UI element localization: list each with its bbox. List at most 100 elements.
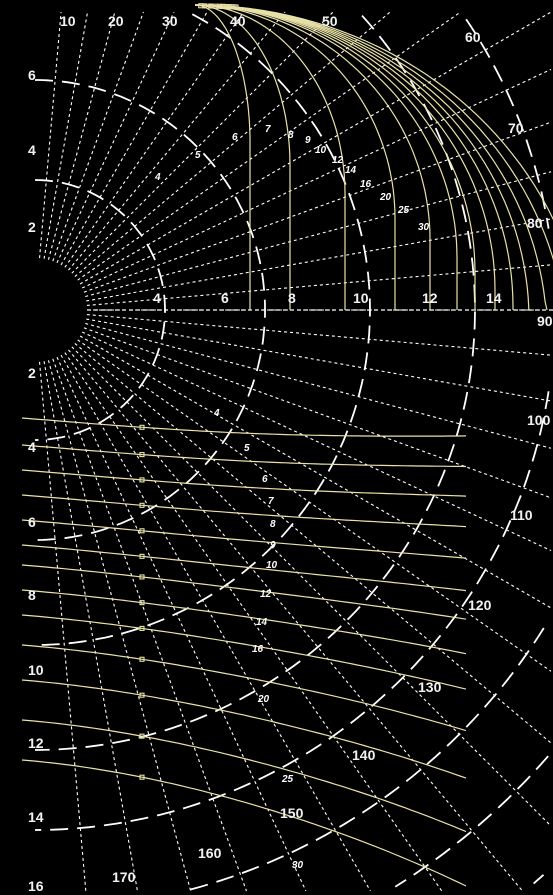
- range-ring: [465, 18, 550, 229]
- upper-curve: [194, 4, 396, 310]
- angle-spoke: [68, 349, 523, 892]
- angle-spoke: [79, 11, 552, 285]
- curve-marker: [139, 502, 145, 508]
- angle-spoke: [38, 11, 62, 259]
- radial-scale-label: 4: [153, 290, 161, 306]
- angle-spoke: [56, 356, 307, 892]
- lower-curve: [21, 519, 467, 559]
- angle-label: 90: [537, 313, 553, 329]
- lower-curve: [21, 564, 467, 620]
- lower-curve: [21, 494, 467, 528]
- angle-spoke: [56, 11, 175, 264]
- angle-spoke: [47, 11, 116, 260]
- left-axis-label: 4: [28, 439, 36, 455]
- center-hub: [0, 258, 87, 362]
- angle-label: 120: [468, 597, 492, 613]
- angle-label: 40: [230, 13, 246, 29]
- upper-curve: [194, 4, 530, 311]
- lower-curve: [21, 417, 467, 437]
- lower-curve-label: 14: [256, 617, 268, 628]
- curve-marker: [139, 574, 145, 580]
- angle-spoke: [74, 343, 552, 744]
- lower-curve-label: 25: [281, 774, 294, 785]
- angle-spoke: [79, 335, 552, 609]
- angle-label: 30: [162, 13, 178, 29]
- lower-curve: [21, 644, 467, 732]
- upper-curve-label: 12: [332, 155, 344, 166]
- lower-curve-label: 4: [213, 408, 220, 419]
- angle-spoke: [85, 171, 552, 298]
- upper-curve: [194, 4, 514, 310]
- lower-curve-label: 6: [262, 474, 268, 485]
- left-axis-label: 4: [28, 142, 36, 158]
- radial-scale-label: 6: [221, 290, 229, 306]
- lower-curve: [21, 719, 467, 833]
- radial-scale-label: 8: [288, 290, 296, 306]
- angle-label: 60: [465, 29, 481, 45]
- angle-spoke: [74, 11, 391, 277]
- range-ring: [34, 13, 371, 646]
- lower-curve-label: 7: [268, 496, 274, 507]
- upper-curve-label: 30: [418, 222, 430, 233]
- curve-family: [21, 3, 553, 887]
- left-axis-label: 6: [28, 67, 36, 83]
- upper-curve-label: 20: [379, 192, 392, 203]
- angle-label: 20: [108, 13, 124, 29]
- upper-curve-label: 4: [154, 172, 161, 183]
- upper-curve-label: 6: [232, 132, 238, 143]
- lower-curve: [21, 679, 467, 779]
- lower-curve: [21, 544, 467, 592]
- curve-marker: [139, 452, 145, 458]
- lower-curve: [21, 589, 467, 655]
- angle-spoke: [52, 11, 144, 262]
- lower-curve: [21, 759, 467, 887]
- left-axis-label: 2: [28, 219, 36, 235]
- angle-spoke: [86, 218, 552, 302]
- angle-label: 140: [352, 747, 376, 763]
- lower-curve-label: 30: [292, 860, 304, 871]
- angle-label: 130: [418, 679, 442, 695]
- lower-curve-label: 16: [252, 644, 264, 655]
- angle-spoke: [38, 361, 87, 892]
- angle-spoke: [83, 327, 552, 499]
- angle-spoke: [85, 322, 552, 449]
- curve-marker: [139, 774, 145, 780]
- upper-curve-label: 5: [195, 150, 201, 161]
- angle-label: 50: [322, 13, 338, 29]
- upper-curve-label: 25: [397, 205, 410, 216]
- angle-label: 150: [280, 805, 304, 821]
- lower-curve-label: 8: [270, 519, 276, 530]
- radial-scale-label: 14: [486, 290, 502, 306]
- curve-marker: [139, 553, 145, 559]
- angle-spoke: [68, 11, 286, 271]
- left-axis-label: 8: [28, 587, 36, 603]
- angle-label: 160: [198, 845, 222, 861]
- left-axis-label: 14: [28, 809, 44, 825]
- upper-curve: [194, 4, 251, 310]
- upper-curve-label: 9: [305, 135, 311, 146]
- left-axis-label: 16: [28, 878, 44, 894]
- angle-spoke: [64, 11, 245, 268]
- angle-spoke: [83, 121, 552, 293]
- lower-curve: [21, 444, 467, 468]
- radial-scale-label: 10: [353, 290, 369, 306]
- curve-marker: [139, 477, 145, 483]
- lower-curve: [21, 469, 467, 497]
- angle-label: 10: [60, 13, 76, 29]
- radial-scale-label: 12: [422, 290, 438, 306]
- upper-curve: [194, 4, 431, 310]
- angle-spoke: [81, 331, 552, 552]
- upper-curve: [194, 4, 476, 310]
- curve-marker: [139, 424, 145, 430]
- left-axis-label: 2: [28, 365, 36, 381]
- angle-spoke: [60, 11, 208, 266]
- range-ring: [394, 755, 549, 888]
- angle-label: 100: [527, 412, 551, 428]
- lower-curve-label: 5: [244, 443, 250, 454]
- upper-curve-label: 16: [360, 179, 372, 190]
- angle-label: 110: [510, 507, 533, 523]
- upper-curve: [194, 4, 346, 310]
- upper-curve-label: 10: [315, 145, 327, 156]
